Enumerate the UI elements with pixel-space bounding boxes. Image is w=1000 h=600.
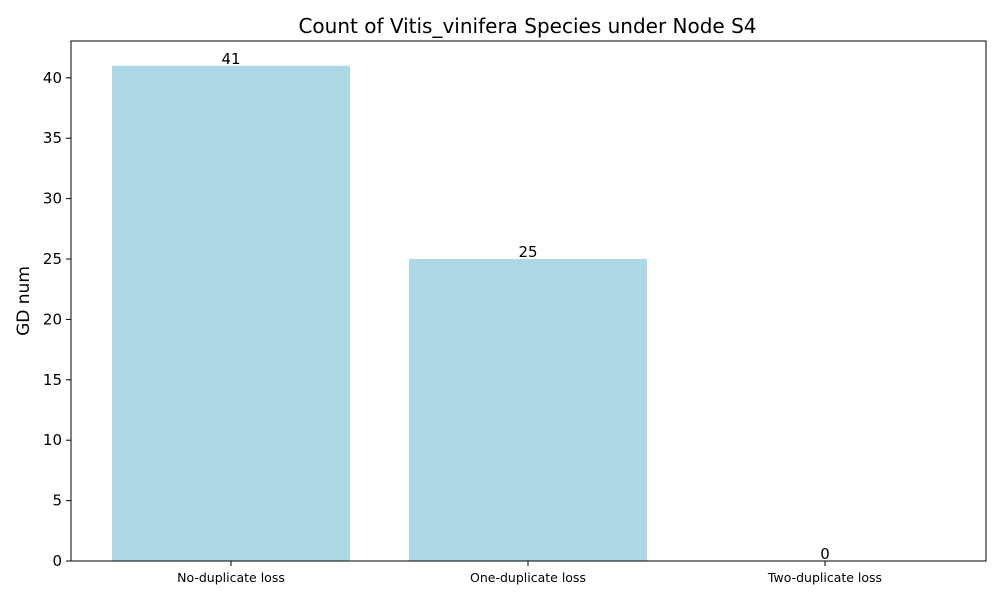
bar-data-label: 25	[518, 243, 537, 261]
bar	[409, 259, 647, 561]
y-tick-label: 0	[52, 552, 62, 570]
y-tick-label: 5	[52, 492, 62, 510]
y-tick-label: 35	[43, 129, 62, 147]
bar-data-label: 0	[820, 545, 830, 563]
y-tick-label: 40	[43, 69, 62, 87]
y-tick-label: 25	[43, 250, 62, 268]
plot-frame	[70, 40, 987, 562]
bar	[112, 65, 350, 561]
x-tick-label: No-duplicate loss	[177, 570, 285, 585]
y-tick-label: 30	[43, 190, 62, 208]
y-axis-label: GD num	[14, 266, 34, 336]
chart-title: Count of Vitis_vinifera Species under No…	[298, 14, 756, 38]
bar-data-label: 41	[221, 50, 240, 68]
y-ticks-group: 0 5 10 15 20 25 30 35 40	[43, 69, 71, 570]
y-tick-label: 10	[43, 431, 62, 449]
y-tick-label: 15	[43, 371, 62, 389]
bars-group	[112, 65, 647, 561]
y-tick-label: 20	[43, 310, 62, 328]
x-tick-label: Two-duplicate loss	[767, 570, 882, 585]
x-ticks-group: No-duplicate loss One-duplicate loss Two-d…	[177, 561, 882, 585]
x-tick-label: One-duplicate loss	[470, 570, 586, 585]
data-labels-group: 41 25 0	[221, 50, 829, 563]
